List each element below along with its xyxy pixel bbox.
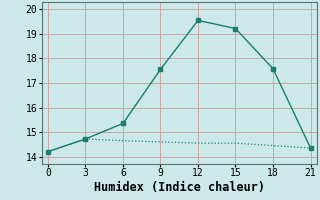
X-axis label: Humidex (Indice chaleur): Humidex (Indice chaleur) (94, 181, 265, 194)
